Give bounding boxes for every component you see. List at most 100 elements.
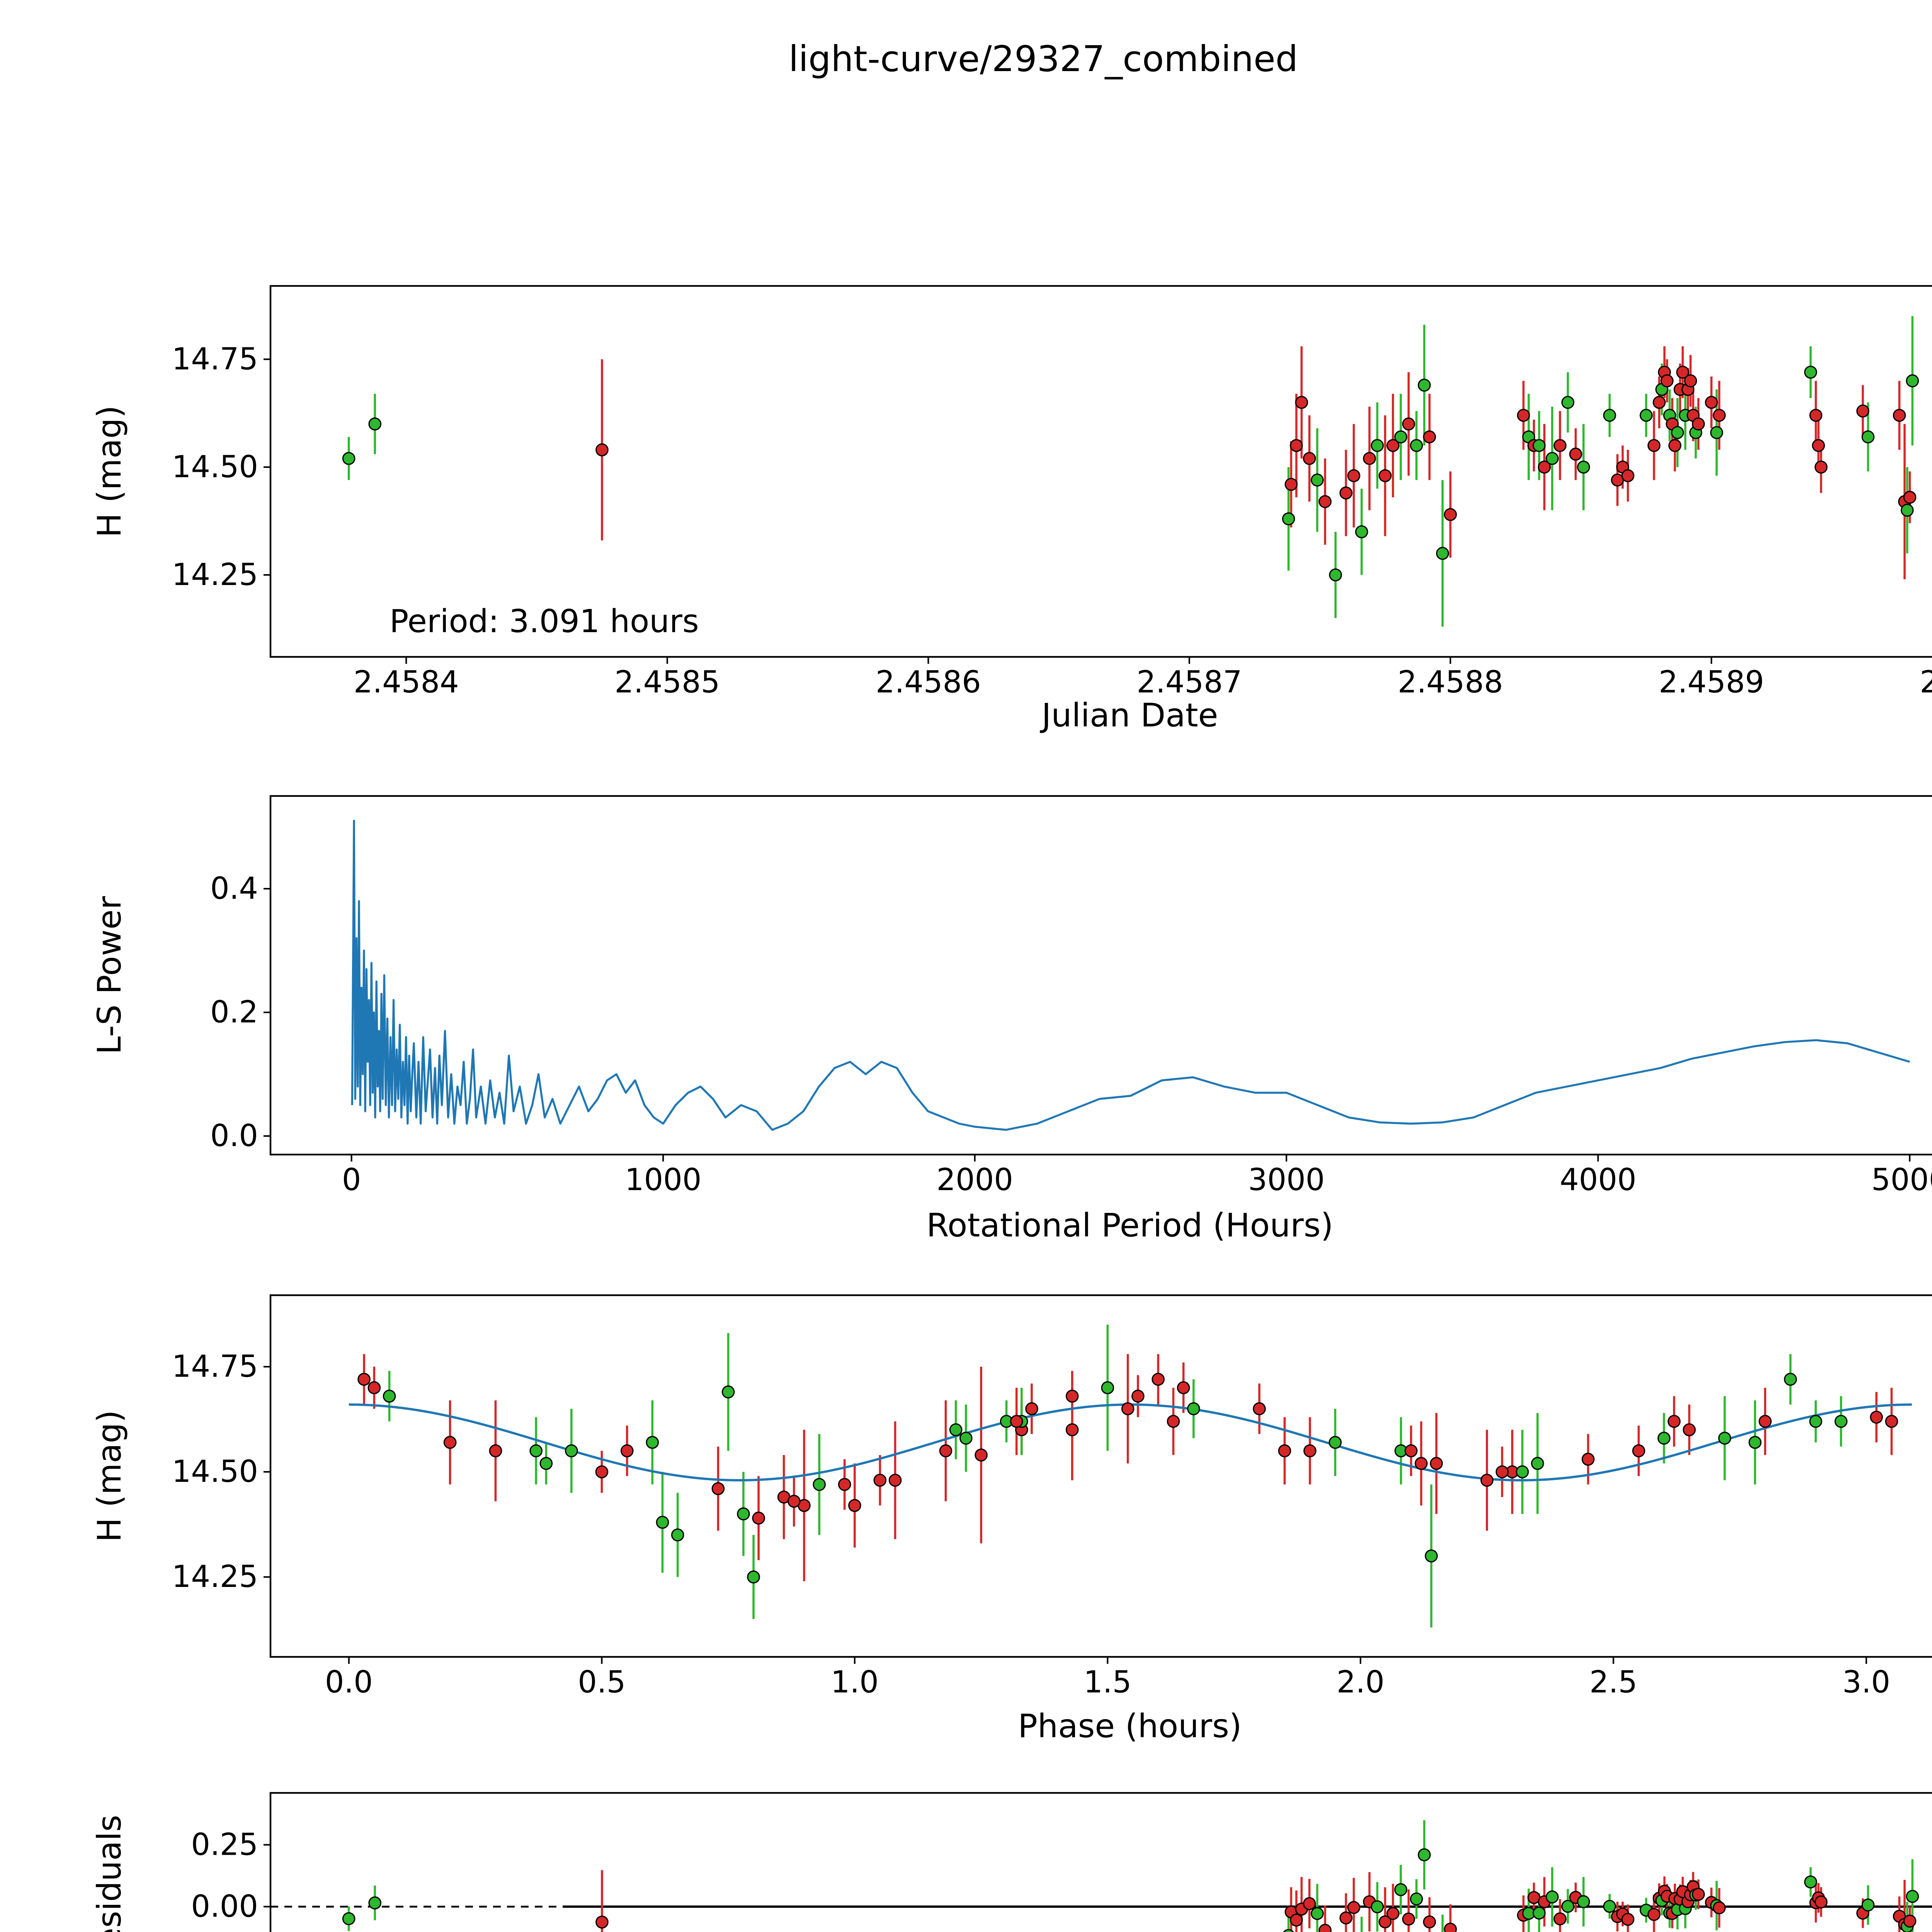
data-point: [1561, 1900, 1575, 1913]
y-tick-label: 14.75: [172, 342, 258, 377]
data-point: [1553, 439, 1567, 452]
data-point: [1394, 1883, 1408, 1896]
y-tick-label: 0.4: [210, 871, 258, 906]
data-point: [443, 1436, 457, 1449]
data-point: [1303, 1897, 1316, 1910]
data-point: [1856, 404, 1869, 418]
data-point: [1311, 473, 1324, 487]
data-point: [1804, 366, 1817, 379]
data-point: [1430, 1457, 1443, 1470]
x-tick-label: 2000: [936, 1163, 1013, 1197]
data-point: [959, 1432, 973, 1445]
data-point: [1893, 409, 1906, 422]
data-point: [1906, 1890, 1919, 1903]
data-point: [565, 1444, 578, 1458]
data-point: [721, 1385, 735, 1399]
x-tick-label: 0.0: [325, 1665, 373, 1700]
data-point: [1532, 439, 1546, 452]
data-point: [1386, 439, 1400, 452]
y-tick-label: 14.25: [172, 1560, 258, 1594]
data-point: [1284, 478, 1298, 491]
p2-xlabel: Rotational Period (Hours): [926, 1206, 1333, 1244]
data-point: [1066, 1389, 1079, 1403]
data-point: [489, 1444, 502, 1458]
data-point: [1010, 1415, 1023, 1428]
data-point: [1784, 1372, 1797, 1386]
y-tick-label: 0.25: [191, 1827, 258, 1862]
data-point: [1025, 1402, 1038, 1415]
data-point: [342, 1912, 355, 1925]
data-point: [1531, 1457, 1544, 1470]
data-point: [813, 1478, 826, 1491]
data-point: [1318, 495, 1332, 508]
data-point: [1347, 1901, 1361, 1914]
data-point: [1705, 396, 1718, 409]
data-point: [1903, 491, 1917, 504]
figure-title: light-curve/29327_combined: [789, 38, 1298, 80]
data-point: [1480, 1474, 1494, 1487]
data-point: [1561, 396, 1575, 409]
data-point: [1577, 1895, 1590, 1908]
data-point: [342, 452, 355, 465]
x-tick-label: 2.4586: [876, 665, 981, 700]
data-point: [646, 1436, 659, 1449]
data-point: [1328, 1436, 1342, 1449]
x-tick-label: 2.4588: [1398, 665, 1503, 700]
data-point: [539, 1457, 553, 1470]
data-point: [1415, 1457, 1428, 1470]
data-point: [949, 1423, 963, 1437]
data-point: [1692, 1888, 1705, 1901]
data-point: [1444, 1922, 1457, 1932]
x-tick-label: 2.4590: [1920, 665, 1932, 700]
data-point: [1423, 430, 1436, 444]
data-point: [595, 1465, 609, 1478]
data-point: [1402, 1912, 1415, 1926]
data-point: [1861, 1898, 1875, 1912]
data-point: [1647, 1908, 1661, 1921]
data-point: [1290, 1913, 1303, 1927]
data-point: [1546, 1890, 1559, 1904]
data-point: [1809, 1415, 1822, 1428]
data-point: [1425, 1549, 1438, 1563]
data-point: [1667, 1415, 1681, 1428]
data-point: [1378, 1915, 1392, 1929]
data-point: [1553, 1912, 1567, 1925]
data-point: [368, 1896, 382, 1910]
data-point: [1303, 1444, 1316, 1458]
data-point: [1718, 1432, 1731, 1445]
x-tick-label: 1000: [625, 1163, 702, 1197]
data-point: [1378, 469, 1392, 482]
p4-ylabel: Residuals: [90, 1815, 128, 1932]
x-tick-label: 2.4589: [1659, 665, 1764, 700]
data-point: [787, 1495, 801, 1508]
data-point: [1371, 439, 1384, 452]
data-point: [595, 443, 609, 456]
data-point: [1710, 426, 1723, 439]
y-tick-label: 14.75: [172, 1349, 258, 1384]
residuals-axes: 2.45842.45852.45862.45872.45882.45892.45…: [191, 1792, 1932, 1932]
lightcurve-plot-area: [342, 316, 1919, 627]
data-point: [1668, 439, 1682, 452]
data-point: [1295, 396, 1308, 409]
data-point: [1671, 426, 1684, 439]
data-point: [1187, 1402, 1200, 1415]
data-point: [1676, 366, 1689, 379]
data-point: [752, 1512, 765, 1525]
data-point: [939, 1444, 952, 1458]
data-point: [656, 1515, 669, 1529]
p2-ylabel: L-S Power: [90, 896, 128, 1054]
data-point: [1653, 396, 1666, 409]
data-point: [367, 1381, 381, 1395]
data-point: [1066, 1423, 1079, 1437]
x-tick-label: 2.5: [1589, 1665, 1637, 1700]
data-point: [1632, 1444, 1645, 1458]
periodogram-line: [351, 820, 1910, 1131]
data-point: [529, 1444, 543, 1458]
data-point: [1657, 1432, 1671, 1445]
axes-spines: [269, 1792, 1932, 1932]
data-point: [1815, 461, 1828, 474]
data-point: [1621, 469, 1634, 482]
data-point: [1621, 1913, 1634, 1926]
